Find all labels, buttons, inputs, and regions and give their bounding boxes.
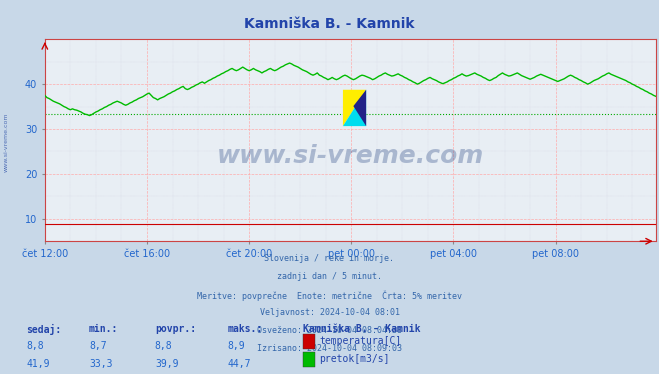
Text: sedaj:: sedaj: — [26, 324, 61, 334]
Polygon shape — [343, 90, 366, 126]
Polygon shape — [353, 90, 366, 126]
Text: zadnji dan / 5 minut.: zadnji dan / 5 minut. — [277, 272, 382, 281]
Text: Slovenija / reke in morje.: Slovenija / reke in morje. — [264, 254, 395, 263]
Text: www.si-vreme.com: www.si-vreme.com — [4, 112, 9, 172]
Text: Izrisano: 2024-10-04 08:09:03: Izrisano: 2024-10-04 08:09:03 — [257, 344, 402, 353]
Text: Osveženo: 2024-10-04 08:04:38: Osveženo: 2024-10-04 08:04:38 — [257, 326, 402, 335]
Text: 8,8: 8,8 — [26, 341, 44, 352]
Text: Veljavnost: 2024-10-04 08:01: Veljavnost: 2024-10-04 08:01 — [260, 308, 399, 317]
Text: povpr.:: povpr.: — [155, 324, 196, 334]
Text: maks.:: maks.: — [227, 324, 262, 334]
Text: Kamniška B. - Kamnik: Kamniška B. - Kamnik — [244, 17, 415, 31]
Text: 8,9: 8,9 — [227, 341, 245, 352]
Text: temperatura[C]: temperatura[C] — [320, 337, 402, 346]
Text: 33,3: 33,3 — [89, 359, 113, 370]
Text: 41,9: 41,9 — [26, 359, 50, 370]
Polygon shape — [343, 90, 366, 126]
Text: pretok[m3/s]: pretok[m3/s] — [320, 355, 390, 364]
Text: 8,8: 8,8 — [155, 341, 173, 352]
Text: www.si-vreme.com: www.si-vreme.com — [217, 144, 484, 168]
Text: Meritve: povprečne  Enote: metrične  Črta: 5% meritev: Meritve: povprečne Enote: metrične Črta:… — [197, 290, 462, 301]
Text: Kamniška B. - Kamnik: Kamniška B. - Kamnik — [303, 324, 420, 334]
Text: 8,7: 8,7 — [89, 341, 107, 352]
Text: min.:: min.: — [89, 324, 119, 334]
Text: 39,9: 39,9 — [155, 359, 179, 370]
Text: 44,7: 44,7 — [227, 359, 251, 370]
